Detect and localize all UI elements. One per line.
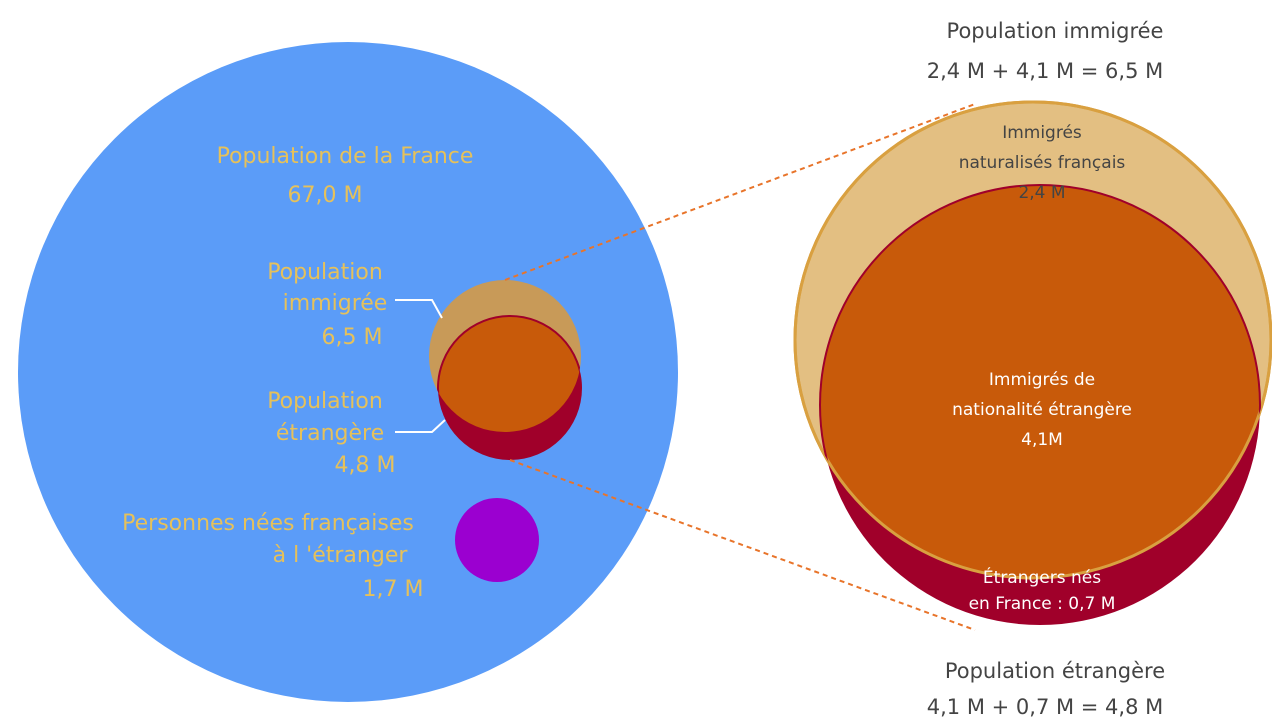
label: Étrangers nés	[983, 566, 1101, 588]
header-title: Population immigrée	[947, 19, 1164, 43]
label: en France : 0,7 M	[969, 594, 1116, 614]
label: étrangère	[276, 421, 384, 446]
label: à l 'étranger	[273, 543, 409, 568]
value: 6,5 M	[322, 325, 383, 350]
connector	[395, 419, 446, 433]
footer-formula: 4,1 M + 0,7 M = 4,8 M	[927, 695, 1163, 719]
label: Population	[267, 389, 383, 414]
zoom-line	[504, 103, 976, 281]
zoom-line	[509, 459, 976, 631]
intersection-outline	[437, 315, 581, 432]
value: 1,7 M	[363, 577, 424, 602]
value: 4,8 M	[335, 453, 396, 478]
footer-title: Population étrangère	[945, 659, 1165, 683]
immigree-outline	[793, 100, 1272, 580]
nees-etranger-circle	[455, 498, 539, 582]
label: immigrée	[283, 291, 388, 316]
value: 2,4 M	[1018, 183, 1065, 203]
label: Immigrés de	[989, 370, 1095, 390]
value: 67,0 M	[288, 183, 363, 208]
label: naturalisés français	[959, 153, 1126, 173]
connector	[395, 299, 443, 319]
value: 4,1M	[1021, 430, 1063, 450]
intersection	[820, 185, 1260, 578]
label: Population de la France	[217, 144, 474, 169]
label: nationalité étrangère	[952, 400, 1132, 420]
intersection-outline	[819, 184, 1261, 578]
header-formula: 2,4 M + 4,1 M = 6,5 M	[927, 59, 1163, 83]
label: Personnes nées françaises	[122, 511, 414, 536]
label: Immigrés	[1002, 123, 1082, 143]
label: Population	[267, 260, 383, 285]
